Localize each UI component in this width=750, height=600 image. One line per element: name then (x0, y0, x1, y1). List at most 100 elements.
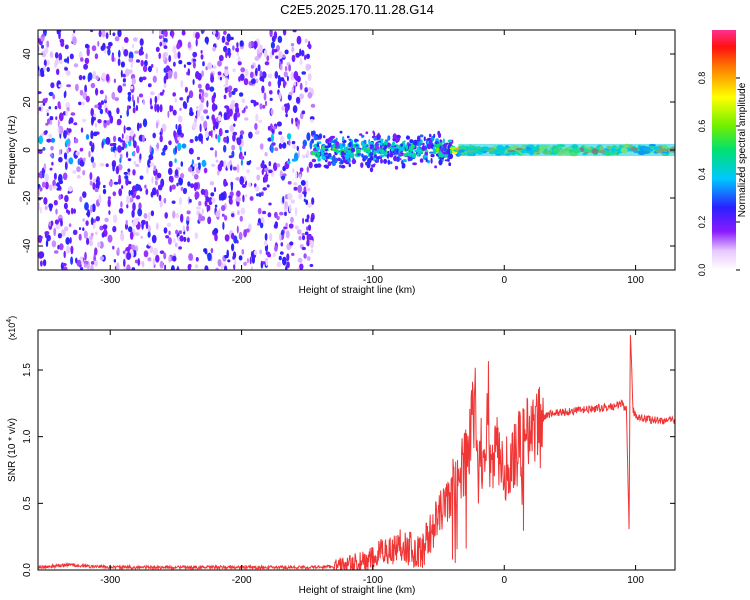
spectrogram-cell (309, 264, 314, 267)
spectrogram-cell (301, 154, 306, 159)
spectrogram-cell (44, 205, 48, 211)
spectrogram-cell (279, 251, 284, 255)
spectrogram-cell (38, 38, 41, 43)
spectrogram-cell (250, 99, 255, 104)
spectrogram-cell (299, 48, 302, 57)
spectrogram-cell (206, 204, 211, 212)
spectrogram-cell (410, 143, 414, 150)
spectrogram-cell (280, 63, 283, 71)
spectrogram-cell (121, 46, 125, 52)
spectrogram-cell (110, 146, 114, 153)
spectrogram-cell (211, 65, 217, 69)
spectrogram-cell (44, 47, 49, 54)
spectrogram-cell (419, 134, 424, 138)
spectrogram-cell (246, 258, 249, 264)
spectrogram-cell (105, 32, 109, 39)
spectrogram-cell (327, 161, 332, 167)
spectrogram-cell (398, 158, 402, 161)
spectrogram-cell (145, 220, 149, 230)
spectrogram-cell (274, 245, 278, 252)
spectrogram-cell (383, 158, 388, 164)
spectrogram-cell (255, 67, 258, 77)
spectrogram-cell (239, 176, 245, 185)
spectrogram-cell (187, 95, 190, 100)
spectrogram-cell (200, 50, 203, 54)
spectrogram-cell (164, 212, 168, 219)
spectrogram-cell (354, 153, 358, 157)
spectrogram-cell (233, 112, 238, 122)
spectrogram-cell (89, 172, 93, 181)
spectrogram-cell (144, 60, 148, 67)
spectrogram-cell (150, 210, 155, 217)
spectrogram-cell (95, 179, 99, 183)
spectrogram-cell (123, 49, 129, 57)
spectrogram-cell (442, 138, 445, 144)
spectrogram-cell (50, 137, 56, 143)
spectrogram-cell (350, 147, 356, 153)
spectrogram-cell (126, 264, 131, 270)
spectrogram-cell (268, 81, 272, 87)
spectrogram-cell (283, 81, 287, 86)
spectrogram-cell (239, 40, 244, 47)
spectrogram-cell (38, 202, 41, 211)
spectrogram-cell (156, 66, 158, 74)
spectrogram-cell (242, 194, 245, 203)
spectrogram-cell (402, 153, 408, 157)
spectrogram-cell (89, 140, 93, 147)
spectrogram-cell (46, 40, 50, 48)
spectrogram-cell (361, 134, 364, 139)
spectrogram-cell (282, 256, 287, 266)
spectrogram-cell (253, 250, 258, 256)
spectrogram-cell (302, 217, 305, 224)
spectrogram-cell (293, 82, 297, 86)
spectrogram-cell (392, 133, 397, 140)
spectrogram-cell (223, 112, 227, 121)
spectrogram-cell (78, 233, 82, 241)
spectrogram-cell (90, 108, 94, 117)
spectrogram-cell (305, 180, 309, 189)
spectrogram-cell (245, 105, 248, 110)
spectrogram-cell (306, 132, 311, 141)
spectrogram-cell (273, 31, 278, 40)
spectrogram-cell (198, 213, 202, 223)
spectrogram-cell (300, 49, 305, 57)
spectrogram-cell (377, 140, 382, 143)
spectrogram-cell (79, 147, 84, 152)
spectrogram-cell (126, 151, 129, 159)
spectrogram-cell (129, 231, 134, 240)
spectrogram-cell (236, 164, 240, 173)
spectrogram-cell (245, 194, 248, 198)
spectrogram-cell (39, 207, 42, 214)
spectrogram-cell (389, 152, 394, 158)
spectrogram-cell (58, 112, 64, 122)
spectrogram-cell (82, 191, 87, 199)
spectrogram-cell (155, 121, 159, 129)
spectrogram-cell (178, 246, 183, 250)
spectrogram-cell (401, 162, 406, 169)
spectrogram-cell (177, 142, 182, 151)
spectrogram-cell (240, 155, 245, 160)
spectrogram-cell (70, 207, 74, 215)
spectrogram-cell (240, 159, 243, 166)
spectrogram-cell (54, 219, 60, 225)
spectrogram-cell (189, 111, 194, 117)
spectrogram-cell (94, 104, 99, 109)
spectrogram-cell (171, 30, 174, 39)
spectrogram-cell (50, 82, 55, 89)
spectrogram-cell (76, 259, 82, 267)
spectrogram-cell (153, 247, 158, 256)
spectrogram-cell (99, 225, 104, 231)
spectrogram-cell (223, 215, 228, 221)
spectrogram-cell (189, 198, 192, 203)
spectrogram-cell (196, 206, 201, 210)
spectrogram-cell (253, 99, 257, 107)
spectrogram-cell (260, 162, 265, 169)
spectrogram-cell (240, 67, 246, 73)
spectrogram-cell (292, 105, 298, 114)
spectrogram-cell (413, 139, 418, 146)
spectrogram-cell (140, 235, 143, 239)
spectrogram-cell (113, 135, 117, 142)
spectrogram-cell (68, 223, 72, 228)
spectrogram-cell (164, 264, 167, 270)
spectrogram-cell (147, 257, 152, 262)
